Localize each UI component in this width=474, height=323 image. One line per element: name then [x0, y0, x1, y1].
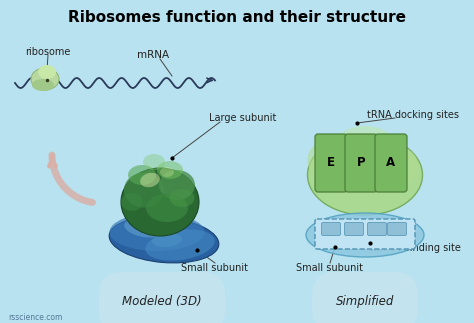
Ellipse shape	[124, 218, 164, 237]
Text: mRNA: mRNA	[137, 50, 169, 60]
Ellipse shape	[152, 233, 182, 247]
Ellipse shape	[308, 138, 363, 182]
Text: Simplified: Simplified	[336, 296, 394, 308]
FancyBboxPatch shape	[315, 134, 347, 192]
Text: A: A	[386, 157, 396, 170]
Text: E: E	[327, 157, 335, 170]
Ellipse shape	[128, 165, 156, 185]
FancyBboxPatch shape	[345, 134, 377, 192]
FancyBboxPatch shape	[367, 223, 386, 235]
Ellipse shape	[140, 173, 160, 187]
Text: ribosome: ribosome	[25, 47, 71, 57]
Text: tRNA docking sites: tRNA docking sites	[367, 110, 459, 120]
Ellipse shape	[306, 213, 424, 257]
Ellipse shape	[124, 172, 164, 207]
Text: Large subunit: Large subunit	[210, 113, 277, 123]
Ellipse shape	[121, 168, 199, 236]
Ellipse shape	[32, 79, 54, 91]
Ellipse shape	[31, 68, 59, 90]
FancyBboxPatch shape	[321, 223, 340, 235]
Ellipse shape	[315, 219, 365, 247]
Text: rsscience.com: rsscience.com	[8, 312, 63, 321]
Ellipse shape	[109, 213, 204, 251]
FancyBboxPatch shape	[388, 223, 407, 235]
Ellipse shape	[159, 170, 195, 200]
FancyBboxPatch shape	[375, 134, 407, 192]
Ellipse shape	[143, 154, 165, 170]
Ellipse shape	[109, 217, 219, 263]
Ellipse shape	[170, 189, 194, 207]
Ellipse shape	[335, 126, 395, 164]
Ellipse shape	[368, 145, 418, 185]
FancyBboxPatch shape	[345, 223, 364, 235]
Ellipse shape	[365, 223, 415, 251]
Ellipse shape	[121, 193, 143, 211]
Ellipse shape	[308, 135, 422, 215]
Text: P: P	[357, 157, 365, 170]
FancyBboxPatch shape	[315, 219, 415, 249]
Ellipse shape	[146, 194, 188, 222]
Text: mRNA binding site: mRNA binding site	[370, 243, 460, 253]
Text: Modeled (3D): Modeled (3D)	[122, 296, 202, 308]
Text: Ribosomes function and their structure: Ribosomes function and their structure	[68, 11, 406, 26]
Ellipse shape	[38, 65, 56, 79]
Ellipse shape	[160, 167, 174, 177]
Text: Small subunit: Small subunit	[182, 263, 248, 273]
Ellipse shape	[145, 229, 215, 261]
Text: Small subunit: Small subunit	[297, 263, 364, 273]
Ellipse shape	[157, 161, 183, 179]
